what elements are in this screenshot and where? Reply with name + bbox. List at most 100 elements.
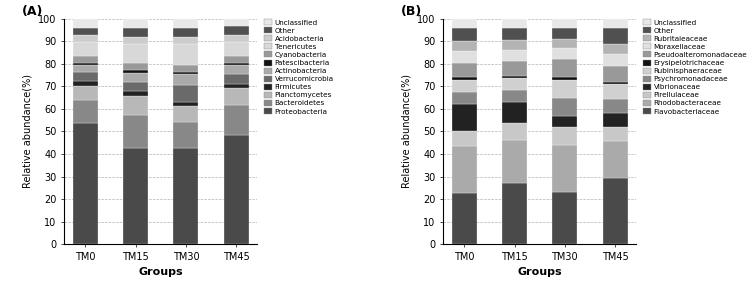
Bar [602,19,627,28]
X-axis label: Groups: Groups [138,267,183,277]
Bar [123,19,148,28]
Bar [174,106,199,122]
Bar [451,41,477,50]
Bar [174,19,199,28]
Text: (B): (B) [400,5,422,18]
Bar [602,82,627,84]
Bar [73,28,98,35]
Bar [123,28,148,37]
Bar [174,44,199,65]
Bar [602,141,627,179]
Bar [73,123,98,244]
Bar [502,40,527,50]
Bar [123,96,148,115]
Bar [451,78,477,80]
Bar [552,80,578,98]
Bar [223,105,248,135]
Bar [602,28,627,44]
Bar [123,44,148,63]
Bar [123,70,148,73]
Bar [502,76,527,78]
Bar [602,44,627,54]
Bar [602,66,627,82]
Bar [502,50,527,61]
Bar [552,77,578,80]
Bar [123,37,148,44]
Bar [73,56,98,63]
Bar [602,127,627,141]
Bar [174,28,199,37]
Bar [174,72,199,74]
X-axis label: Groups: Groups [517,267,562,277]
Bar [174,122,199,147]
Bar [552,59,578,77]
Bar [174,65,199,72]
Legend: Unclassified, Other, Acidobacteria, Tenericutes, Cyanobacteria, Patescibacteria,: Unclassified, Other, Acidobacteria, Tene… [263,18,335,116]
Bar [552,145,578,192]
Bar [73,86,98,100]
Bar [73,42,98,56]
Bar [73,100,98,123]
Bar [502,28,527,40]
Bar [552,48,578,59]
Bar [223,63,248,65]
Bar [451,63,477,78]
Bar [123,82,148,91]
Bar [223,25,248,35]
Bar [602,179,627,244]
Bar [451,131,477,146]
Bar [602,113,627,127]
Bar [552,192,578,244]
Bar [602,54,627,66]
Bar [451,80,477,92]
Bar [602,98,627,113]
Bar [174,147,199,244]
Bar [223,56,248,63]
Bar [502,78,527,90]
Bar [123,148,148,244]
Bar [123,91,148,96]
Bar [552,116,578,127]
Bar [552,127,578,145]
Y-axis label: Relative abundance(%): Relative abundance(%) [23,74,32,188]
Bar [552,19,578,28]
Bar [223,74,248,84]
Bar [451,104,477,131]
Bar [451,19,477,28]
Bar [502,183,527,244]
Bar [73,65,98,72]
Bar [73,82,98,86]
Bar [502,90,527,102]
Bar [174,102,199,106]
Bar [502,61,527,76]
Bar [602,84,627,98]
Bar [502,102,527,123]
Bar [223,42,248,56]
Bar [223,19,248,25]
Bar [451,146,477,193]
Bar [502,19,527,28]
Bar [552,98,578,116]
Bar [223,135,248,244]
Bar [123,73,148,82]
Bar [174,74,199,85]
Bar [223,35,248,42]
Bar [502,140,527,183]
Bar [502,123,527,140]
Y-axis label: Relative abundance(%): Relative abundance(%) [402,74,411,188]
Bar [451,50,477,63]
Bar [451,92,477,104]
Bar [73,72,98,82]
Bar [451,193,477,244]
Bar [223,65,248,74]
Bar [451,28,477,41]
Bar [223,88,248,105]
Bar [174,85,199,102]
Bar [174,37,199,44]
Bar [552,28,578,39]
Bar [73,35,98,42]
Bar [73,63,98,65]
Bar [123,63,148,70]
Bar [552,39,578,48]
Bar [223,84,248,88]
